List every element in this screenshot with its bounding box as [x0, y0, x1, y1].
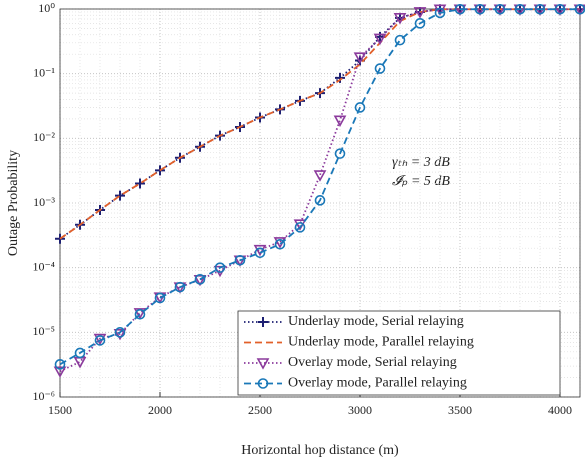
marker	[133, 308, 147, 320]
y-axis-label: Outage Probability	[6, 150, 21, 256]
series-line	[59, 8, 580, 240]
marker	[314, 195, 326, 206]
y-tick-label: 10⁻⁵	[32, 324, 55, 338]
y-tick-label: 10⁻⁴	[32, 259, 55, 273]
legend-label: Underlay mode, Serial relaying	[288, 314, 464, 329]
marker	[434, 7, 446, 19]
marker	[394, 34, 406, 46]
y-tick-label: 10⁻³	[33, 195, 55, 209]
marker	[134, 309, 146, 320]
x-tick-label: 1500	[48, 403, 72, 417]
marker	[534, 3, 546, 15]
legend-label: Overlay mode, Serial relaying	[288, 355, 457, 370]
x-tick-label: 3000	[348, 403, 372, 417]
marker	[135, 178, 145, 189]
x-axis-label: Horizontal hop distance (m)	[241, 443, 399, 458]
marker	[115, 190, 125, 201]
marker	[335, 72, 345, 83]
marker	[514, 3, 526, 15]
marker	[174, 281, 186, 293]
x-tick-label: 2000	[148, 403, 172, 417]
marker	[474, 3, 486, 15]
marker	[414, 18, 426, 29]
marker	[554, 3, 566, 15]
marker	[393, 13, 407, 25]
marker	[194, 274, 206, 285]
marker	[374, 63, 386, 74]
marker	[354, 102, 366, 113]
marker	[373, 33, 387, 46]
marker	[54, 359, 66, 370]
legend-label: Overlay mode, Parallel relaying	[288, 376, 467, 391]
marker	[53, 366, 67, 378]
marker	[494, 3, 506, 15]
marker	[74, 347, 86, 359]
marker	[253, 244, 267, 257]
marker	[114, 327, 126, 338]
marker	[73, 357, 87, 369]
y-tick-label: 10⁰	[38, 1, 55, 15]
marker	[334, 148, 346, 159]
marker	[154, 292, 166, 304]
marker	[254, 247, 266, 259]
y-tick-label: 10⁻²	[33, 130, 55, 144]
marker	[413, 7, 427, 19]
marker	[293, 219, 307, 231]
y-tick-label: 10⁻⁶	[32, 389, 55, 403]
marker	[313, 170, 327, 182]
marker	[234, 254, 246, 266]
series-line	[59, 8, 580, 366]
marker	[454, 3, 466, 15]
marker	[256, 358, 270, 370]
x-tick-label: 2500	[248, 403, 272, 417]
marker	[257, 378, 269, 389]
y-tick-label: 10⁻¹	[33, 65, 55, 79]
marker	[214, 262, 226, 273]
annotation: γₜₕ = 3 dB	[392, 155, 450, 170]
x-tick-label: 3500	[448, 403, 472, 417]
marker	[94, 335, 106, 346]
marker	[258, 317, 268, 327]
marker	[353, 52, 367, 64]
legend-label: Underlay mode, Parallel relaying	[288, 335, 474, 350]
marker	[113, 328, 127, 341]
marker	[294, 222, 306, 233]
legend-box	[237, 310, 561, 396]
annotation: 𝓘ₚ = 5 dB	[392, 174, 450, 189]
x-tick-label: 4000	[548, 403, 572, 417]
marker	[274, 238, 286, 250]
marker	[193, 274, 207, 287]
plot-frame	[59, 8, 581, 398]
marker	[333, 115, 347, 127]
